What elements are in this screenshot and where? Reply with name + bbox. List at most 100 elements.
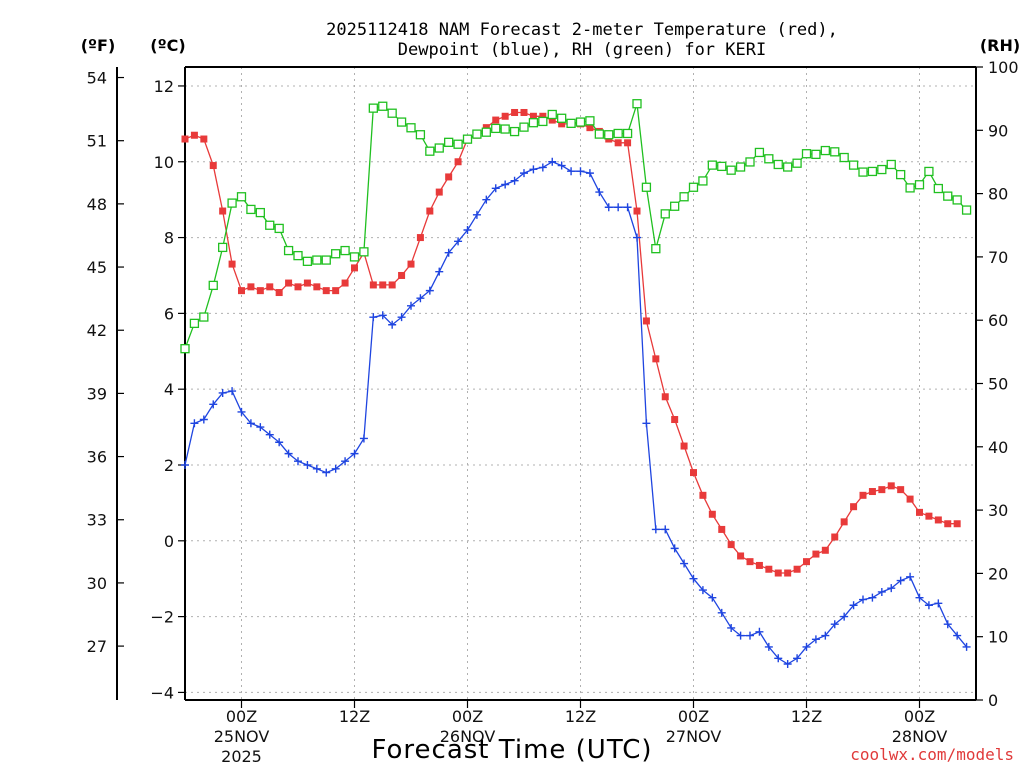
- temperature-point: [511, 108, 519, 116]
- celsius-tick-label: −2: [150, 608, 174, 627]
- dewpoint-point: [774, 654, 783, 663]
- dewpoint-point: [595, 188, 604, 197]
- rh-tick-label: 0: [988, 691, 998, 710]
- dewpoint-point: [736, 631, 745, 640]
- temperature-point: [916, 508, 923, 516]
- temperature-point: [765, 565, 773, 573]
- chart-title-line1: 2025112418 NAM Forecast 2-meter Temperat…: [326, 20, 838, 40]
- rh-point: [943, 191, 953, 201]
- dewpoint-point: [303, 460, 312, 469]
- temperature-point: [332, 287, 340, 295]
- celsius-tick-label: 6: [164, 304, 174, 323]
- rh-tick-label: 10: [988, 628, 1008, 647]
- dewpoint-point: [491, 184, 500, 193]
- dewpoint-point: [237, 407, 246, 416]
- rh-point: [415, 130, 426, 140]
- dewpoint-point: [661, 525, 670, 534]
- dewpoint-point: [312, 464, 321, 473]
- temperature-point: [661, 393, 669, 401]
- rh-point: [914, 180, 925, 190]
- rh-point: [566, 118, 576, 128]
- rh-point: [462, 134, 473, 144]
- rh-point: [434, 143, 444, 153]
- fahrenheit-tick-label: 39: [87, 384, 107, 403]
- rh-tick-label: 90: [988, 121, 1008, 140]
- fahrenheit-unit-label: (ºF): [81, 36, 116, 55]
- rh-point: [651, 244, 661, 254]
- celsius-tick-label: −4: [150, 683, 174, 702]
- temperature-point: [558, 120, 566, 128]
- x-tick-time-label: 00Z: [904, 707, 935, 726]
- rh-point: [500, 124, 510, 134]
- celsius-unit-label: (ºC): [150, 36, 185, 55]
- dewpoint-point: [623, 203, 632, 212]
- dewpoint-point: [294, 457, 302, 466]
- dewpoint-point: [407, 301, 415, 310]
- rh-point: [830, 147, 840, 157]
- rh-point: [613, 128, 623, 139]
- temperature-point: [341, 279, 349, 287]
- rh-point: [378, 101, 388, 111]
- rh-point: [359, 247, 369, 257]
- rh-point: [783, 162, 793, 172]
- x-tick-time-label: 00Z: [452, 707, 483, 726]
- dewpoint-point: [199, 415, 208, 424]
- rh-point: [604, 130, 614, 140]
- celsius-tick-label: 12: [154, 77, 174, 96]
- temperature-point: [812, 550, 820, 558]
- temperature-point: [925, 512, 933, 520]
- rh-point: [933, 183, 943, 194]
- temperature-point: [897, 486, 905, 494]
- dewpoint-point: [830, 620, 839, 629]
- dewpoint-point: [746, 631, 754, 640]
- rh-line: [184, 103, 968, 349]
- temperature-point: [275, 289, 283, 297]
- temperature-point: [944, 520, 952, 528]
- rh-point: [312, 255, 322, 265]
- dewpoint-point: [868, 593, 877, 602]
- temperature-point: [266, 283, 274, 291]
- rh-point: [387, 108, 397, 118]
- dewpoint-point: [246, 419, 255, 428]
- rh-point: [293, 250, 303, 261]
- dewpoint-point: [689, 574, 698, 583]
- rh-point: [670, 201, 680, 211]
- rh-point: [792, 158, 802, 168]
- dewpoint-point: [717, 608, 726, 617]
- rh-point: [509, 126, 520, 137]
- celsius-tick-label: 0: [164, 532, 174, 551]
- temperature-point: [548, 116, 556, 124]
- temperature-point: [492, 116, 500, 124]
- temperature-point: [285, 279, 293, 287]
- dewpoint-point: [209, 400, 218, 409]
- rh-point: [754, 147, 765, 158]
- rh-point: [453, 139, 463, 149]
- rh-point: [246, 204, 256, 215]
- temperature-point: [840, 518, 848, 526]
- dewpoint-point: [811, 635, 820, 644]
- rh-point: [425, 146, 435, 156]
- dewpoint-point: [567, 167, 576, 176]
- temperature-point: [294, 283, 302, 291]
- dewpoint-point: [934, 599, 943, 608]
- rh-point: [255, 207, 265, 218]
- dewpoint-point: [284, 449, 293, 458]
- rh-point: [218, 242, 228, 253]
- dewpoint-point: [378, 311, 387, 320]
- x-axis-label: Forecast Time (UTC): [371, 735, 652, 765]
- rh-point: [594, 129, 604, 139]
- rh-point: [491, 123, 501, 134]
- dewpoint-point: [331, 464, 340, 473]
- temperature-point: [624, 139, 632, 147]
- x-tick-time-label: 12Z: [565, 707, 596, 726]
- dewpoint-point: [802, 642, 811, 651]
- dewpoint-point: [557, 161, 566, 170]
- dewpoint-point: [698, 586, 707, 595]
- fahrenheit-tick-label: 33: [87, 511, 107, 530]
- temperature-point: [539, 112, 547, 120]
- x-tick-year-label: 2025: [221, 747, 262, 766]
- dewpoint-point: [755, 627, 764, 636]
- rh-point: [773, 159, 783, 170]
- rh-point: [688, 182, 699, 192]
- axes: −4 −2 0 2 4 6 8 10 12 27 30 33 36 39 42 45 48 51 54 0 10 20 30…: [87, 58, 1019, 766]
